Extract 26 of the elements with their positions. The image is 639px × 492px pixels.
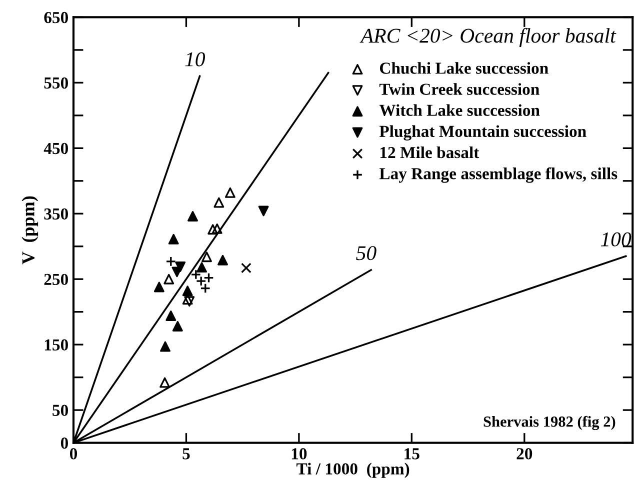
series-label: 10 — [185, 52, 206, 66]
y-tick-label: 450 — [44, 142, 68, 154]
series-label: 100 — [600, 232, 632, 246]
series-label: 50 — [356, 246, 376, 260]
y-tick-label: 50 — [52, 404, 68, 416]
y-axis-title: V (ppm) — [22, 196, 38, 264]
legend-label: Twin Creek succession — [379, 83, 540, 95]
x-tick-label: 5 — [182, 448, 190, 460]
legend-label: Lay Range assemblage flows, sills — [379, 167, 618, 183]
annotation: ARC <20> Ocean floor basalt — [360, 28, 616, 48]
legend-label: Witch Lake succession — [379, 104, 540, 116]
x-tick-label: 20 — [516, 448, 532, 460]
x-axis-title: Ti / 1000 (ppm) — [296, 462, 410, 478]
legend-label: Plughat Mountain succession — [379, 125, 586, 141]
y-tick-label: 350 — [44, 208, 68, 220]
legend-label: 12 Mile basalt — [380, 146, 480, 158]
y-tick-label: 650 — [44, 12, 68, 24]
y-tick-label: 0 — [60, 438, 68, 449]
x-tick-label: 0 — [70, 448, 78, 460]
x-tick-label: 15 — [404, 448, 420, 460]
legend-label: Chuchi Lake succession — [380, 62, 548, 74]
y-tick-label: 550 — [44, 77, 68, 89]
annotation: Shervais 1982 (fig 2) — [484, 416, 616, 430]
y-tick-label: 250 — [44, 274, 68, 286]
x-tick-label: 10 — [292, 448, 307, 460]
y-tick-label: 150 — [44, 339, 68, 351]
